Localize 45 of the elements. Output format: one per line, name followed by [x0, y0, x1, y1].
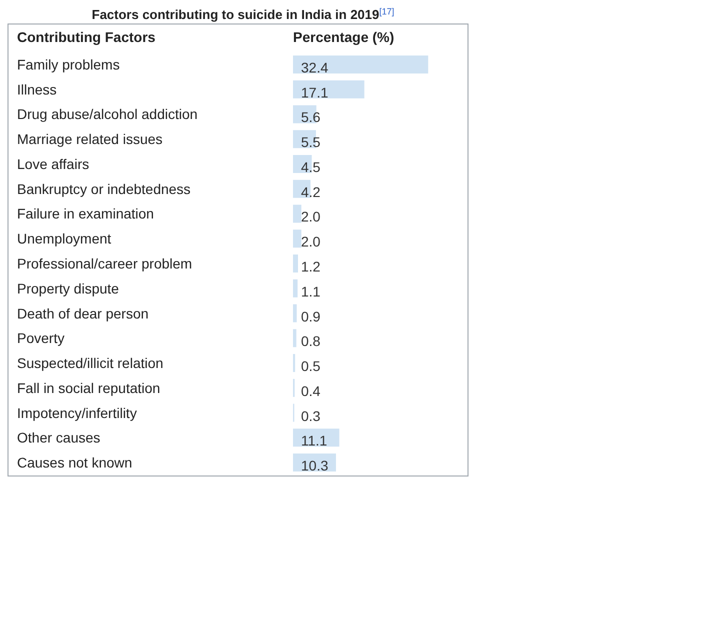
data-label: 5.5: [301, 134, 321, 150]
y-tick-label: Causes not known: [17, 454, 132, 471]
x-axis-title: Percentage (%): [293, 29, 394, 45]
y-tick-label: Death of dear person: [17, 305, 149, 322]
data-label: 17.1: [301, 84, 328, 100]
y-tick-label: Illness: [17, 81, 57, 98]
data-label: 0.5: [301, 358, 321, 374]
y-tick-label: Impotency/infertility: [17, 404, 137, 421]
data-label: 0.9: [301, 308, 321, 324]
bar: [293, 254, 298, 272]
data-label: 0.4: [301, 382, 321, 399]
data-label: 4.2: [301, 184, 321, 200]
data-label: 0.3: [301, 408, 321, 424]
bar: [293, 329, 296, 348]
data-label: 4.5: [301, 158, 321, 175]
data-label: 11.1: [301, 432, 328, 449]
data-label: 1.1: [301, 283, 321, 300]
y-tick-label: Bankruptcy or indebtedness: [17, 180, 191, 197]
bar: [293, 55, 428, 74]
data-label: 10.3: [301, 458, 328, 474]
y-tick-label: Poverty: [17, 330, 64, 346]
bar: [293, 304, 297, 322]
data-label: 5.6: [301, 109, 321, 126]
y-tick-label: Unemployment: [17, 230, 112, 247]
bar: [293, 230, 302, 248]
y-axis-title: Contributing Factors: [17, 29, 156, 45]
y-tick-label: Fall in social reputation: [17, 380, 160, 396]
bar: [293, 204, 302, 223]
data-label: 0.8: [301, 333, 321, 350]
data-label: 2.0: [301, 234, 321, 250]
y-tick-label: Failure in examination: [17, 206, 154, 222]
y-tick-label: Drug abuse/alcohol addiction: [17, 106, 198, 122]
y-tick-label: Love affairs: [17, 156, 90, 172]
y-tick-label: Suspected/illicit relation: [17, 355, 164, 372]
bar: [293, 428, 340, 447]
y-tick-label: Property dispute: [17, 280, 120, 296]
data-label: 2.0: [301, 208, 321, 225]
y-tick-label: Other causes: [17, 430, 100, 446]
y-tick-label: Marriage related issues: [17, 131, 163, 148]
y-tick-label: Professional/career problem: [17, 256, 192, 272]
y-tick-label: Family problems: [17, 56, 120, 72]
data-label: 32.4: [301, 59, 328, 76]
bar: [293, 279, 298, 298]
bar: [293, 80, 364, 98]
data-label: 1.2: [301, 258, 321, 274]
